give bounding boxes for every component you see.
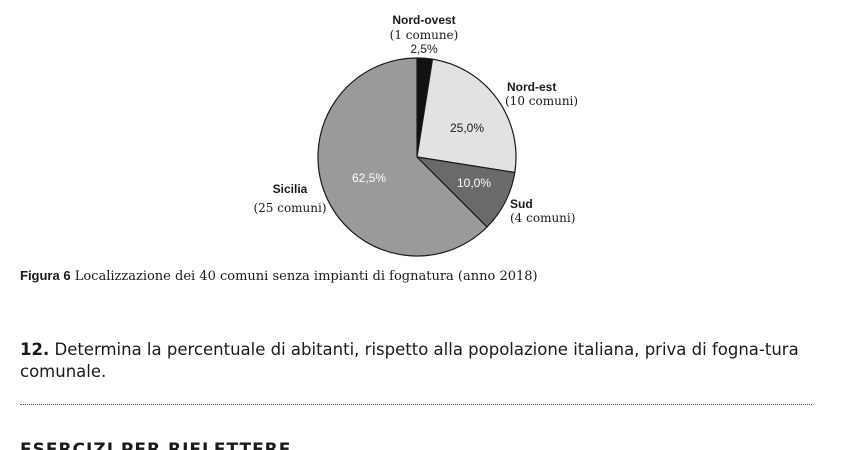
question-12: 12. Determina la percentuale di abitanti… (20, 339, 830, 383)
question-text: Determina la percentuale di abitanti, ri… (20, 340, 799, 381)
figure-caption-text: Localizzazione dei 40 comuni senza impia… (74, 269, 538, 284)
label-sud-name: Sud (510, 197, 533, 211)
figure-caption: Figura 6 Localizzazione dei 40 comuni se… (20, 268, 820, 284)
next-section-heading: ESERCIZI PER RIFLETTERE (20, 439, 291, 450)
pie-slices (317, 57, 517, 257)
next-section-heading-text: ESERCIZI PER RIFLETTERE (20, 440, 292, 450)
pie-slice-sicilia (317, 57, 488, 257)
pct-nord-ovest: 2,5% (410, 42, 438, 56)
label-nord-est-name: Nord-est (507, 80, 556, 94)
pct-nord-est: 25,0% (450, 121, 484, 135)
pie-slice-nord-est (416, 58, 517, 174)
label-nord-ovest-name: Nord-ovest (392, 13, 455, 27)
label-sicilia-count: (25 comuni) (253, 201, 326, 215)
figure-label: Figura 6 (20, 268, 71, 283)
answer-line[interactable] (20, 404, 812, 405)
pct-sicilia: 62,5% (352, 171, 386, 185)
label-sud-count: (4 comuni) (510, 211, 575, 225)
pct-sud: 10,0% (457, 176, 491, 190)
label-nord-est-count: (10 comuni) (505, 94, 578, 108)
label-nord-ovest-count: (1 comune) (390, 28, 459, 42)
pie-chart: Nord-ovest (1 comune) Nord-est (10 comun… (253, 13, 578, 257)
label-sicilia-name: Sicilia (273, 182, 308, 196)
question-number: 12. (20, 340, 50, 359)
